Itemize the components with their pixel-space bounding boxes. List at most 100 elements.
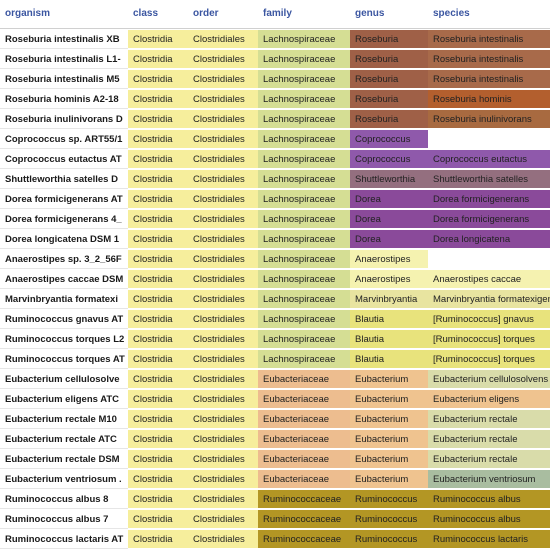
- cell-organism: Ruminococcus albus 7: [0, 510, 128, 529]
- cell-organism: Ruminococcus lactaris AT: [0, 530, 128, 549]
- cell-order: Clostridiales: [188, 90, 258, 109]
- cell-genus: Ruminococcus: [350, 510, 428, 529]
- header-order[interactable]: order: [193, 8, 219, 19]
- cell-species: Eubacterium rectale: [428, 430, 550, 449]
- cell-class: Clostridia: [128, 470, 188, 489]
- cell-organism: Eubacterium rectale DSM: [0, 450, 128, 469]
- cell-genus: Roseburia: [350, 110, 428, 129]
- cell-organism: Eubacterium ventriosum .: [0, 470, 128, 489]
- table-row[interactable]: Coprococcus eutactus AT Clostridia Clostri…: [0, 150, 550, 170]
- cell-family: Ruminococcaceae: [258, 510, 350, 529]
- table-row[interactable]: Ruminococcus lactaris AT Clostridia Clostr…: [0, 530, 550, 550]
- cell-family: Lachnospiraceae: [258, 290, 350, 309]
- cell-family: Eubacteriaceae: [258, 390, 350, 409]
- cell-species: [Ruminococcus] gnavus: [428, 310, 550, 329]
- cell-family: Lachnospiraceae: [258, 230, 350, 249]
- table-row[interactable]: Eubacterium ventriosum . Clostridia Clostr…: [0, 470, 550, 490]
- table-row[interactable]: Anaerostipes caccae DSM Clostridia Clostri…: [0, 270, 550, 290]
- cell-order: Clostridiales: [188, 130, 258, 149]
- cell-genus: Dorea: [350, 230, 428, 249]
- cell-class: Clostridia: [128, 510, 188, 529]
- table-row[interactable]: Eubacterium rectale ATC Clostridia Clostri…: [0, 430, 550, 450]
- cell-class: Clostridia: [128, 170, 188, 189]
- cell-genus: Eubacterium: [350, 390, 428, 409]
- header-organism[interactable]: organism: [5, 8, 51, 19]
- cell-organism: Roseburia hominis A2-18: [0, 90, 128, 109]
- table-row[interactable]: Dorea formicigenerans 4_ Clostridia Clostr…: [0, 210, 550, 230]
- cell-order: Clostridiales: [188, 70, 258, 89]
- table-row[interactable]: Dorea longicatena DSM 1 Clostridia Clostri…: [0, 230, 550, 250]
- cell-class: Clostridia: [128, 310, 188, 329]
- table-row[interactable]: Roseburia intestinalis M5 Clostridia Clost…: [0, 70, 550, 90]
- header-species[interactable]: species: [433, 8, 470, 19]
- cell-organism: Eubacterium rectale M10: [0, 410, 128, 429]
- header-genus[interactable]: genus: [355, 8, 385, 19]
- cell-species: Shuttleworthia satelles: [428, 170, 550, 189]
- table-row[interactable]: Ruminococcus gnavus AT Clostridia Clostrid…: [0, 310, 550, 330]
- cell-family: Lachnospiraceae: [258, 170, 350, 189]
- table-row[interactable]: Ruminococcus albus 7 Clostridia Clostridia…: [0, 510, 550, 530]
- cell-order: Clostridiales: [188, 350, 258, 369]
- table-row[interactable]: Roseburia hominis A2-18 Clostridia Clostri…: [0, 90, 550, 110]
- table-row[interactable]: Ruminococcus torques AT Clostridia Clostri…: [0, 350, 550, 370]
- cell-class: Clostridia: [128, 50, 188, 69]
- cell-organism: Coprococcus sp. ART55/1: [0, 130, 128, 149]
- cell-species: Marvinbryantia formatexigens: [428, 290, 550, 309]
- cell-genus: Dorea: [350, 190, 428, 209]
- cell-genus: Ruminococcus: [350, 530, 428, 549]
- cell-order: Clostridiales: [188, 170, 258, 189]
- cell-order: Clostridiales: [188, 430, 258, 449]
- cell-organism: Roseburia intestinalis M5: [0, 70, 128, 89]
- cell-family: Lachnospiraceae: [258, 50, 350, 69]
- cell-order: Clostridiales: [188, 490, 258, 509]
- header-row: organism class order family genus specie…: [0, 0, 550, 30]
- cell-class: Clostridia: [128, 150, 188, 169]
- table-row[interactable]: Eubacterium cellulosolve Clostridia Clostr…: [0, 370, 550, 390]
- table-row[interactable]: Eubacterium rectale M10 Clostridia Clostri…: [0, 410, 550, 430]
- cell-organism: Dorea longicatena DSM 1: [0, 230, 128, 249]
- cell-family: Lachnospiraceae: [258, 250, 350, 269]
- cell-species: [Ruminococcus] torques: [428, 330, 550, 349]
- table-row[interactable]: Marvinbryantia formatexi Clostridia Clostr…: [0, 290, 550, 310]
- cell-species: Anaerostipes caccae: [428, 270, 550, 289]
- cell-family: Lachnospiraceae: [258, 130, 350, 149]
- table-row[interactable]: Eubacterium rectale DSM Clostridia Clostri…: [0, 450, 550, 470]
- cell-class: Clostridia: [128, 90, 188, 109]
- cell-species: Coprococcus eutactus: [428, 150, 550, 169]
- header-class[interactable]: class: [133, 8, 159, 19]
- cell-species: [428, 130, 550, 149]
- cell-order: Clostridiales: [188, 470, 258, 489]
- cell-species: Roseburia intestinalis: [428, 50, 550, 69]
- cell-class: Clostridia: [128, 350, 188, 369]
- table-row[interactable]: Roseburia intestinalis L1- Clostridia Clos…: [0, 50, 550, 70]
- table-row[interactable]: Roseburia intestinalis XB Clostridia Clost…: [0, 30, 550, 50]
- cell-organism: Eubacterium rectale ATC: [0, 430, 128, 449]
- cell-family: Lachnospiraceae: [258, 350, 350, 369]
- cell-organism: Roseburia intestinalis XB: [0, 30, 128, 49]
- cell-family: Lachnospiraceae: [258, 330, 350, 349]
- cell-species: Eubacterium ventriosum: [428, 470, 550, 489]
- cell-species: Roseburia hominis: [428, 90, 550, 109]
- table-row[interactable]: Shuttleworthia satelles D Clostridia Clost…: [0, 170, 550, 190]
- table-row[interactable]: Eubacterium eligens ATC Clostridia Clostri…: [0, 390, 550, 410]
- table-row[interactable]: Ruminococcus albus 8 Clostridia Clostridia…: [0, 490, 550, 510]
- cell-class: Clostridia: [128, 210, 188, 229]
- cell-order: Clostridiales: [188, 50, 258, 69]
- table-row[interactable]: Ruminococcus torques L2 Clostridia Clostri…: [0, 330, 550, 350]
- cell-class: Clostridia: [128, 530, 188, 549]
- cell-genus: Roseburia: [350, 30, 428, 49]
- cell-order: Clostridiales: [188, 330, 258, 349]
- cell-class: Clostridia: [128, 390, 188, 409]
- cell-genus: Marvinbryantia: [350, 290, 428, 309]
- cell-species: Eubacterium cellulosolvens: [428, 370, 550, 389]
- table-row[interactable]: Anaerostipes sp. 3_2_56F Clostridia Clostr…: [0, 250, 550, 270]
- cell-genus: Eubacterium: [350, 370, 428, 389]
- cell-species: Ruminococcus albus: [428, 490, 550, 509]
- cell-genus: Eubacterium: [350, 450, 428, 469]
- cell-order: Clostridiales: [188, 310, 258, 329]
- table-row[interactable]: Coprococcus sp. ART55/1 Clostridia Clostri…: [0, 130, 550, 150]
- table-row[interactable]: Roseburia inulinivorans D Clostridia Clost…: [0, 110, 550, 130]
- header-family[interactable]: family: [263, 8, 292, 19]
- table-row[interactable]: Dorea formicigenerans AT Clostridia Clostr…: [0, 190, 550, 210]
